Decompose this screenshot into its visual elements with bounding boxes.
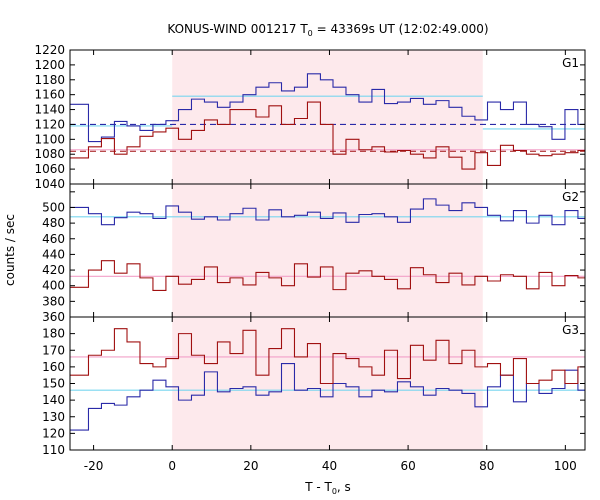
xtick-label-20: 20 xyxy=(243,459,258,473)
ytick-label-G1-1160: 1160 xyxy=(34,88,65,102)
x-axis-label: T - T0, s xyxy=(304,480,351,496)
ytick-label-G2-360: 360 xyxy=(42,310,65,324)
ytick-label-G1-1200: 1200 xyxy=(34,58,65,72)
xtick-label-100: 100 xyxy=(554,459,577,473)
ytick-label-G2-500: 500 xyxy=(42,200,65,214)
x-axis-label-rest: , s xyxy=(337,480,351,494)
chart-title-subscript: 0 xyxy=(308,29,313,38)
chart-title: KONUS-WIND 001217 T0 = 43369s UT (12:02:… xyxy=(167,22,488,38)
ytick-label-G2-380: 380 xyxy=(42,294,65,308)
panel-label-G1: G1 xyxy=(562,56,579,70)
y-axis-label: counts / sec xyxy=(3,214,17,286)
ytick-label-G1-1100: 1100 xyxy=(34,132,65,146)
ytick-label-G1-1140: 1140 xyxy=(34,103,65,117)
ytick-label-G3-120: 120 xyxy=(42,426,65,440)
ytick-label-G3-180: 180 xyxy=(42,327,65,341)
xtick-label-60: 60 xyxy=(400,459,415,473)
ytick-label-G3-160: 160 xyxy=(42,360,65,374)
ytick-label-G3-130: 130 xyxy=(42,410,65,424)
ytick-label-G1-1080: 1080 xyxy=(34,147,65,161)
series-step-G3-blue xyxy=(70,363,585,431)
series-step-G3-red xyxy=(70,328,585,385)
xtick-label--20: -20 xyxy=(84,459,104,473)
x-axis-label-main: T - T xyxy=(304,480,332,494)
xtick-label-80: 80 xyxy=(479,459,494,473)
ytick-label-G2-420: 420 xyxy=(42,263,65,277)
ytick-label-G1-1220: 1220 xyxy=(34,43,65,57)
series-step-G2-blue xyxy=(70,198,585,226)
xtick-label-40: 40 xyxy=(322,459,337,473)
ytick-label-G1-1180: 1180 xyxy=(34,73,65,87)
chart-title-main: KONUS-WIND 001217 T xyxy=(167,22,308,36)
ytick-label-G1-1040: 1040 xyxy=(34,177,65,191)
panel-label-G3: G3 xyxy=(562,323,579,337)
ytick-label-G1-1120: 1120 xyxy=(34,117,65,131)
ytick-label-G1-1060: 1060 xyxy=(34,162,65,176)
xtick-label-0: 0 xyxy=(168,459,176,473)
ytick-label-G2-480: 480 xyxy=(42,216,65,230)
ytick-label-G3-170: 170 xyxy=(42,343,65,357)
panel-frame-G3 xyxy=(69,316,586,451)
x-axis-label-subscript: 0 xyxy=(332,487,337,496)
highlight-region-G2 xyxy=(172,184,483,317)
series-step-G2-red xyxy=(70,260,585,291)
highlight-region-G1 xyxy=(172,50,483,184)
ytick-label-G3-110: 110 xyxy=(42,443,65,457)
ytick-label-G2-440: 440 xyxy=(42,247,65,261)
ytick-label-G3-150: 150 xyxy=(42,377,65,391)
series-step-G1-red xyxy=(70,101,585,170)
ytick-label-G3-140: 140 xyxy=(42,393,65,407)
ytick-label-G2-400: 400 xyxy=(42,279,65,293)
series-step-G1-blue xyxy=(70,73,585,143)
plot-area: 1040106010801100112011401160118012001220… xyxy=(34,43,586,473)
chart-title-rest: = 43369s UT (12:02:49.000) xyxy=(313,22,489,36)
panel-label-G2: G2 xyxy=(562,190,579,204)
ytick-label-G2-460: 460 xyxy=(42,232,65,246)
